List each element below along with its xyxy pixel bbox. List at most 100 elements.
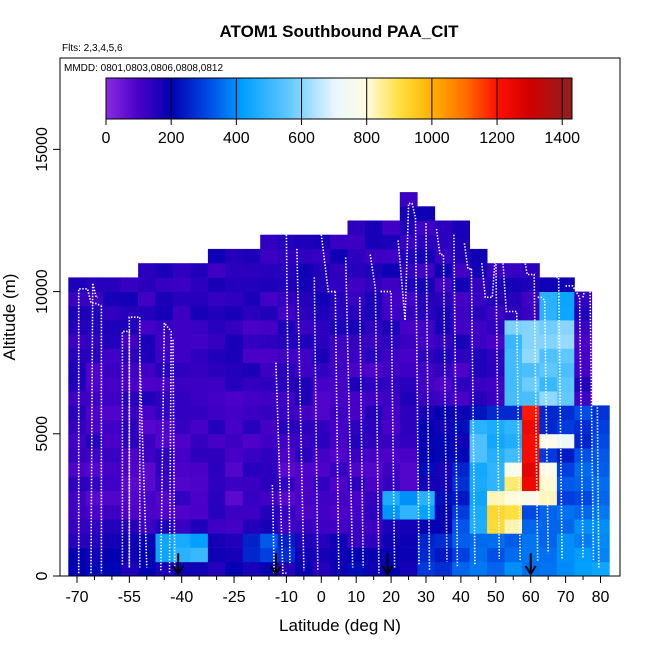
heatmap-cell	[207, 277, 226, 292]
flight-profile	[334, 291, 340, 571]
heatmap-cell	[190, 263, 209, 278]
heatmap-cell	[469, 519, 488, 534]
heatmap-cell	[155, 519, 174, 534]
heatmap-cell	[173, 348, 191, 364]
heatmap-cell	[68, 405, 87, 420]
heatmap-cell	[347, 561, 366, 577]
heatmap-cell	[330, 448, 348, 463]
heatmap-cell	[190, 476, 209, 492]
heatmap-cell	[591, 547, 610, 563]
heatmap-cell	[417, 462, 436, 477]
heatmap-cell	[382, 504, 401, 520]
heatmap-cell	[347, 291, 366, 307]
heatmap-cell	[68, 547, 87, 563]
heatmap-cell	[522, 419, 540, 435]
heatmap-cell	[155, 305, 174, 321]
heatmap-cell	[434, 362, 453, 378]
flight-profile	[502, 260, 521, 562]
heatmap-cell	[225, 433, 244, 449]
heatmap-cell	[487, 362, 505, 378]
heatmap-cell	[452, 547, 470, 563]
heatmap-cell	[399, 462, 418, 477]
heatmap-cell	[138, 490, 156, 506]
heatmap-cell	[417, 320, 436, 335]
heatmap-cell	[225, 462, 244, 477]
heatmap-cell	[277, 405, 296, 420]
heatmap-cell	[364, 220, 383, 236]
heatmap-cell	[452, 291, 470, 307]
heatmap-cell	[574, 533, 593, 548]
heatmap-cell	[382, 277, 401, 292]
heatmap-cell	[452, 519, 470, 534]
heatmap-cell	[469, 376, 488, 392]
heatmap-cell	[68, 476, 87, 492]
heatmap-cell	[85, 533, 104, 548]
heatmap-cell	[469, 305, 488, 321]
heatmap-cell	[382, 433, 401, 449]
heatmap-cell	[312, 533, 331, 548]
heatmap-cell	[85, 419, 104, 435]
heatmap-cell	[399, 391, 418, 406]
x-tick-label: 20	[382, 589, 400, 606]
heatmap-cell	[364, 305, 383, 321]
heatmap-cell	[68, 277, 87, 292]
heatmap-cell	[452, 504, 470, 520]
heatmap-cell	[138, 419, 156, 435]
heatmap-cell	[556, 533, 575, 548]
heatmap-cell	[85, 561, 104, 577]
heatmap-cell	[504, 405, 523, 420]
heatmap-cell	[312, 362, 331, 378]
heatmap-cell	[504, 519, 523, 534]
heatmap-cell	[295, 263, 313, 278]
heatmap-cell	[539, 277, 558, 292]
heatmap-cell	[574, 462, 593, 477]
heatmap-cell	[417, 376, 436, 392]
heatmap-cell	[452, 362, 470, 378]
plot-frame	[59, 57, 621, 577]
heatmap-cell	[504, 419, 523, 435]
heatmap-cell	[190, 305, 209, 321]
heatmap-cell	[173, 320, 191, 335]
heatmap-cell	[190, 391, 209, 406]
heatmap-cell	[539, 419, 558, 435]
heatmap-cell	[574, 320, 593, 335]
heatmap-cell	[190, 561, 209, 577]
heatmap-cell	[190, 547, 209, 563]
x-tick-label: 10	[347, 589, 365, 606]
heatmap-cell	[138, 391, 156, 406]
colorbar-tick-label: 200	[158, 130, 185, 147]
heatmap-cell	[417, 248, 436, 264]
heatmap-cell	[364, 419, 383, 435]
colorbar: 0 200 400 600 800 1000 1200 1400	[102, 77, 580, 147]
heatmap-cell	[417, 206, 436, 221]
heatmap-cell	[173, 462, 191, 477]
heatmap-cell	[312, 348, 331, 364]
heatmap-cell	[330, 248, 348, 264]
heatmap-cell	[347, 391, 366, 406]
heatmap-cell	[295, 419, 313, 435]
heatmap-cell	[312, 433, 331, 449]
heatmap-cell	[260, 448, 278, 463]
heatmap-cell	[504, 320, 523, 335]
heatmap-cell	[277, 277, 296, 292]
heatmap-cell	[277, 334, 296, 349]
heatmap-cell	[190, 362, 209, 378]
heatmap-cell	[452, 405, 470, 420]
heatmap-cell	[364, 263, 383, 278]
heatmap-cell	[330, 263, 348, 278]
heatmap-cell	[225, 305, 244, 321]
heatmap-cell	[556, 462, 575, 477]
heatmap-cell	[539, 490, 558, 506]
heatmap-cell	[504, 334, 523, 349]
heatmap-cell	[591, 462, 610, 477]
heatmap-cell	[103, 320, 122, 335]
heatmap-cell	[312, 504, 331, 520]
heatmap	[68, 192, 610, 577]
heatmap-cell	[260, 476, 278, 492]
flight-profile	[397, 240, 406, 321]
heatmap-cell	[138, 405, 156, 420]
heatmap-cell	[417, 334, 436, 349]
heatmap-cell	[242, 462, 261, 477]
heatmap-cell	[539, 405, 558, 420]
colorbar-tick-label: 1200	[479, 130, 515, 147]
